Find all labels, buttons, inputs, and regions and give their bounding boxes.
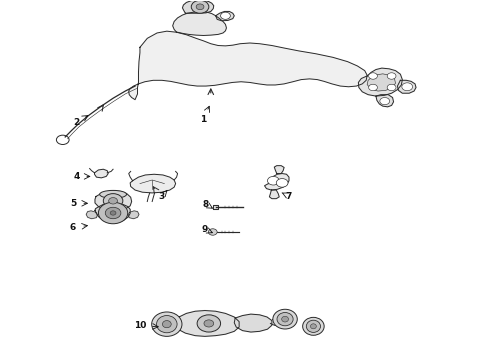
Circle shape xyxy=(220,12,230,19)
Polygon shape xyxy=(172,12,226,36)
Circle shape xyxy=(402,83,413,91)
Text: 4: 4 xyxy=(73,172,79,181)
Circle shape xyxy=(191,0,209,13)
Ellipse shape xyxy=(273,309,297,329)
Polygon shape xyxy=(376,95,393,107)
Polygon shape xyxy=(397,80,416,93)
Text: 5: 5 xyxy=(70,199,76,208)
Text: 9: 9 xyxy=(202,225,208,234)
Polygon shape xyxy=(358,68,402,96)
Ellipse shape xyxy=(162,320,171,328)
Ellipse shape xyxy=(282,316,289,322)
Circle shape xyxy=(387,73,396,79)
Text: 3: 3 xyxy=(159,192,165,201)
Polygon shape xyxy=(216,12,234,21)
Polygon shape xyxy=(274,166,284,174)
Text: 2: 2 xyxy=(74,118,79,127)
Ellipse shape xyxy=(311,324,317,329)
Polygon shape xyxy=(367,74,395,91)
Ellipse shape xyxy=(303,318,324,335)
Polygon shape xyxy=(130,174,175,193)
Polygon shape xyxy=(234,314,272,332)
Circle shape xyxy=(380,98,390,105)
Polygon shape xyxy=(213,205,218,209)
Polygon shape xyxy=(95,203,130,223)
Text: 8: 8 xyxy=(203,200,209,209)
Circle shape xyxy=(98,202,128,224)
Circle shape xyxy=(103,194,123,208)
Circle shape xyxy=(110,211,116,215)
Ellipse shape xyxy=(152,312,182,336)
Circle shape xyxy=(204,320,214,327)
Polygon shape xyxy=(270,190,279,199)
Polygon shape xyxy=(95,169,108,178)
Circle shape xyxy=(268,176,279,185)
Polygon shape xyxy=(129,31,367,100)
Ellipse shape xyxy=(277,312,293,326)
Circle shape xyxy=(196,4,204,10)
Polygon shape xyxy=(86,211,98,219)
Polygon shape xyxy=(175,311,239,336)
Text: 6: 6 xyxy=(70,223,76,232)
Circle shape xyxy=(105,207,121,219)
Circle shape xyxy=(109,198,118,204)
Polygon shape xyxy=(265,174,289,190)
Circle shape xyxy=(276,179,288,187)
Ellipse shape xyxy=(99,190,126,198)
Circle shape xyxy=(208,229,217,235)
Text: 10: 10 xyxy=(134,321,146,330)
Polygon shape xyxy=(128,211,139,219)
Polygon shape xyxy=(182,0,214,13)
Ellipse shape xyxy=(157,316,177,333)
Text: 1: 1 xyxy=(200,114,207,123)
Polygon shape xyxy=(95,191,132,211)
Text: 7: 7 xyxy=(286,192,292,201)
Circle shape xyxy=(387,84,396,91)
Circle shape xyxy=(368,84,377,91)
Circle shape xyxy=(368,73,377,79)
Ellipse shape xyxy=(306,320,320,332)
Circle shape xyxy=(197,315,220,332)
